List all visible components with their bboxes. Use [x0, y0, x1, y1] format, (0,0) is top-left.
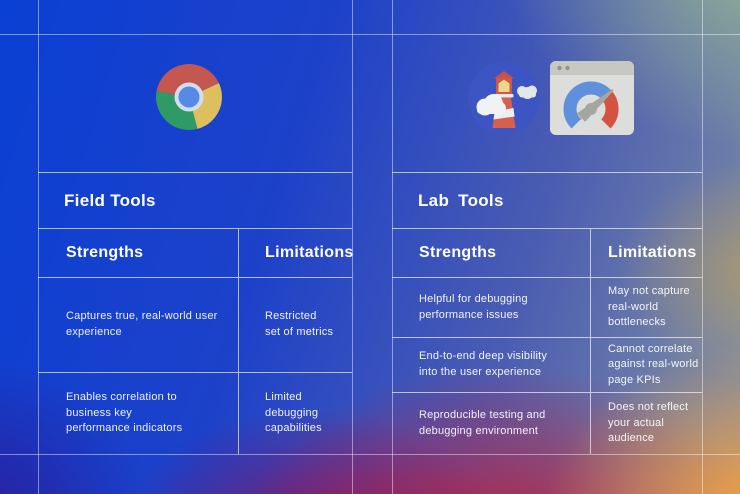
- chrome-icon: [156, 64, 222, 130]
- lab-tools-table: Lab Tools Strengths Limitations Helpful …: [392, 34, 702, 454]
- field-tools-row-2: Enables correlation to business key perf…: [38, 372, 352, 454]
- grid-line-vertical-far-right: [702, 0, 703, 494]
- field-limitations-header: Limitations: [265, 244, 354, 261]
- lab-tools-header-row: Strengths Limitations: [392, 228, 702, 277]
- field-tools-header-row: Strengths Limitations: [38, 228, 354, 277]
- grid-line-horizontal-bottom: [0, 454, 740, 455]
- field-strengths-header: Strengths: [66, 244, 144, 261]
- pagespeed-browser-icon: [550, 61, 634, 135]
- lab-strength-3: Reproducible testing and debugging envir…: [419, 408, 546, 437]
- lab-limitation-3: Does not reflect your actual audience: [608, 401, 689, 445]
- lab-strength-2: End-to-end deep visibility into the user…: [419, 350, 548, 378]
- grid-line-vertical-far-left: [38, 0, 39, 494]
- browser-dot-2: [565, 65, 570, 71]
- lab-limitation-2: Cannot correlate against real-world page…: [608, 342, 699, 386]
- field-tools-icon-cell: [38, 34, 352, 172]
- field-strength-2: Enables correlation to business key perf…: [66, 391, 183, 435]
- lab-tools-title: Lab Tools: [418, 190, 504, 210]
- lab-strengths-header: Strengths: [419, 244, 497, 261]
- field-limitation-2: Limited debugging capabilities: [265, 391, 322, 435]
- lab-tools-row-1: Helpful for debugging performance issues…: [392, 277, 702, 337]
- grid-line-horizontal-top: [0, 34, 740, 35]
- field-limitation-1: Restricted set of metrics: [265, 310, 334, 338]
- field-tools-icon-wrap: [156, 64, 222, 130]
- grid-line-vertical-left-inner: [352, 0, 353, 494]
- lab-tools-title-row: Lab Tools: [392, 172, 702, 228]
- field-tools-title-row: Field Tools: [38, 172, 352, 228]
- browser-dot-1: [557, 65, 562, 71]
- lab-tools-icon-cell: [392, 34, 702, 172]
- speed-gauge: [563, 81, 619, 129]
- field-tools-row-1: Captures true, real-world user experienc…: [38, 277, 352, 372]
- cloud-right: [517, 85, 537, 99]
- lab-strength-1: Helpful for debugging performance issues: [419, 292, 528, 321]
- lab-tools-icon-wrap: [468, 61, 634, 135]
- field-strength-1: Captures true, real-world user experienc…: [66, 310, 218, 338]
- lab-limitations-header: Limitations: [608, 244, 697, 261]
- lab-limitation-1: May not capture real-world bottlenecks: [608, 285, 690, 329]
- lab-tools-row-2: End-to-end deep visibility into the user…: [392, 337, 702, 392]
- lab-tools-row-3: Reproducible testing and debugging envir…: [392, 392, 702, 454]
- field-tools-title: Field Tools: [64, 190, 156, 210]
- cloud-left: [476, 94, 506, 116]
- grid-line-vertical-right-inner: [392, 0, 393, 494]
- field-tools-table: Field Tools Strengths Limitations Captur…: [38, 34, 354, 454]
- lighthouse-icon: [468, 62, 540, 134]
